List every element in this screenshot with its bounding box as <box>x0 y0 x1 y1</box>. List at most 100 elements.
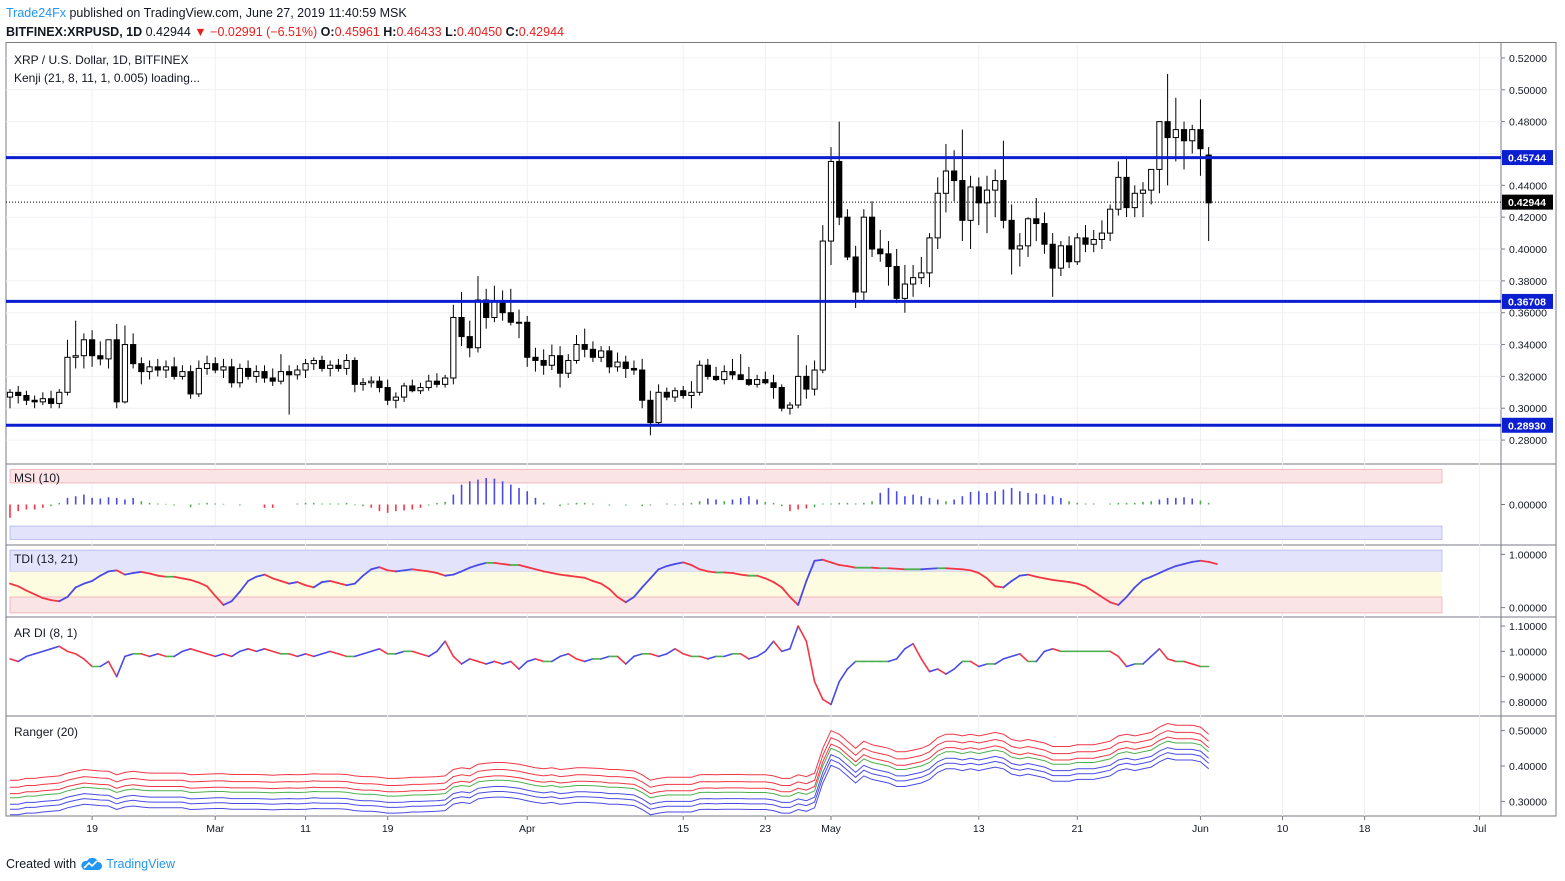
tdi-line-segment <box>534 568 545 573</box>
tdi-line-segment <box>345 582 356 587</box>
level-price-tag-bg <box>1502 293 1553 309</box>
candle-up <box>56 391 63 404</box>
indicator-tick-label: 0.50000 <box>1509 726 1547 738</box>
tradingview-brand[interactable]: TradingView <box>106 857 175 871</box>
tdi-line-segment <box>304 584 315 589</box>
tdi-line-segment <box>312 581 323 589</box>
tdi-line-segment <box>1018 573 1029 577</box>
msi-lower-zone <box>9 525 1443 540</box>
tdi-line-segment <box>550 572 561 576</box>
tdi-line-segment <box>756 574 767 580</box>
candle-down <box>524 321 531 358</box>
candle-down <box>622 361 629 369</box>
tdi-line-segment <box>132 571 143 574</box>
candle-down <box>893 266 900 299</box>
ardi-line-segment <box>33 650 44 655</box>
indicator-tick-label: 0.00000 <box>1509 500 1547 512</box>
tdi-line-segment <box>1101 596 1112 604</box>
tdi-line-segment <box>895 567 906 571</box>
tdi-line-segment <box>140 571 151 575</box>
ardi-line-segment <box>239 648 249 653</box>
ranger-pane-title: Ranger (20) <box>14 725 78 739</box>
tdi-line-segment <box>731 572 742 576</box>
tdi-line-segment <box>821 558 832 564</box>
tdi-line-segment <box>706 570 717 574</box>
ardi-line-segment <box>74 653 85 660</box>
tdi-line-segment <box>1059 580 1070 583</box>
tdi-pane-title: TDI (13, 21) <box>14 552 78 566</box>
candle-up <box>146 366 153 373</box>
tdi-line-segment <box>1076 582 1087 588</box>
ardi-line-segment <box>953 660 964 670</box>
tdi-line-segment <box>288 581 299 585</box>
tdi-line-segment <box>1068 581 1079 585</box>
tdi-line-segment <box>994 585 1005 589</box>
tdi-line-segment <box>1084 585 1095 593</box>
tdi-line-segment <box>9 582 20 588</box>
candle-down <box>663 391 670 398</box>
tdi-line-segment <box>1158 568 1169 574</box>
tdi-line-segment <box>74 582 85 589</box>
tdi-line-segment <box>665 563 676 567</box>
candle-up <box>918 272 925 279</box>
tdi-mid-zone <box>10 571 1442 597</box>
candle-up <box>983 189 991 204</box>
price-tick-label: 0.38000 <box>1509 276 1547 288</box>
tdi-line-segment <box>600 582 611 590</box>
tdi-line-segment <box>1092 590 1103 598</box>
candle-up <box>400 385 408 398</box>
candle-up <box>515 321 523 324</box>
candle-up <box>491 301 498 318</box>
candle-down <box>499 301 506 314</box>
chart-area[interactable]: 0.520000.500000.480000.460000.440000.420… <box>0 42 1565 845</box>
change-down-icon: ▼ <box>194 25 207 39</box>
ardi-line-segment <box>830 680 841 706</box>
msi-upper-zone <box>9 469 1443 484</box>
candle-up <box>1098 232 1106 240</box>
candle-down <box>959 180 966 221</box>
candle-up <box>1090 238 1097 245</box>
tdi-line-segment <box>1010 574 1021 582</box>
ardi-line-segment <box>395 650 405 655</box>
candle-up <box>6 391 14 398</box>
candle-down <box>376 380 383 389</box>
level-price-tag-bg <box>1502 417 1553 433</box>
candle-up <box>811 369 818 390</box>
tdi-line-segment <box>1133 579 1144 589</box>
time-tick-label: Jul <box>1473 823 1486 835</box>
candle-down <box>532 356 539 361</box>
tdi-line-segment <box>148 572 159 577</box>
ardi-line-segment <box>477 660 487 665</box>
tdi-line-segment <box>411 568 422 572</box>
ranger-band-lower_core <box>10 747 1210 805</box>
ardi-line-segment <box>1002 655 1013 660</box>
tdi-line-segment <box>797 580 808 606</box>
candle-down <box>712 375 720 381</box>
tdi-line-segment <box>50 599 61 603</box>
candle-up <box>442 377 449 385</box>
tdi-line-segment <box>91 574 102 582</box>
tdi-line-segment <box>99 570 110 577</box>
ardi-line-segment <box>230 650 241 658</box>
tdi-line-segment <box>386 569 397 573</box>
tdi-line-segment <box>214 595 225 606</box>
ardi-line-segment <box>624 655 635 665</box>
tdi-line-segment <box>575 575 586 579</box>
price-tick-label: 0.42000 <box>1509 212 1547 224</box>
ardi-line-segment <box>534 658 545 663</box>
symbol-label[interactable]: BITFINEX:XRPUSD, 1D <box>6 25 143 39</box>
tdi-line-segment <box>222 600 233 606</box>
candle-up <box>450 316 457 379</box>
tdi-line-segment <box>830 561 841 566</box>
tdi-line-segment <box>206 585 217 597</box>
publisher-link[interactable]: Trade24Fx <box>6 6 66 20</box>
time-tick-label: 21 <box>1071 823 1083 835</box>
candle-up <box>598 350 605 358</box>
candle-down <box>877 248 884 255</box>
ardi-line-segment <box>460 658 471 665</box>
candle-up <box>425 380 432 389</box>
tdi-line-segment <box>477 562 488 566</box>
candle-down <box>154 366 161 371</box>
tdi-line-segment <box>353 574 364 585</box>
ardi-line-segment <box>575 658 586 663</box>
